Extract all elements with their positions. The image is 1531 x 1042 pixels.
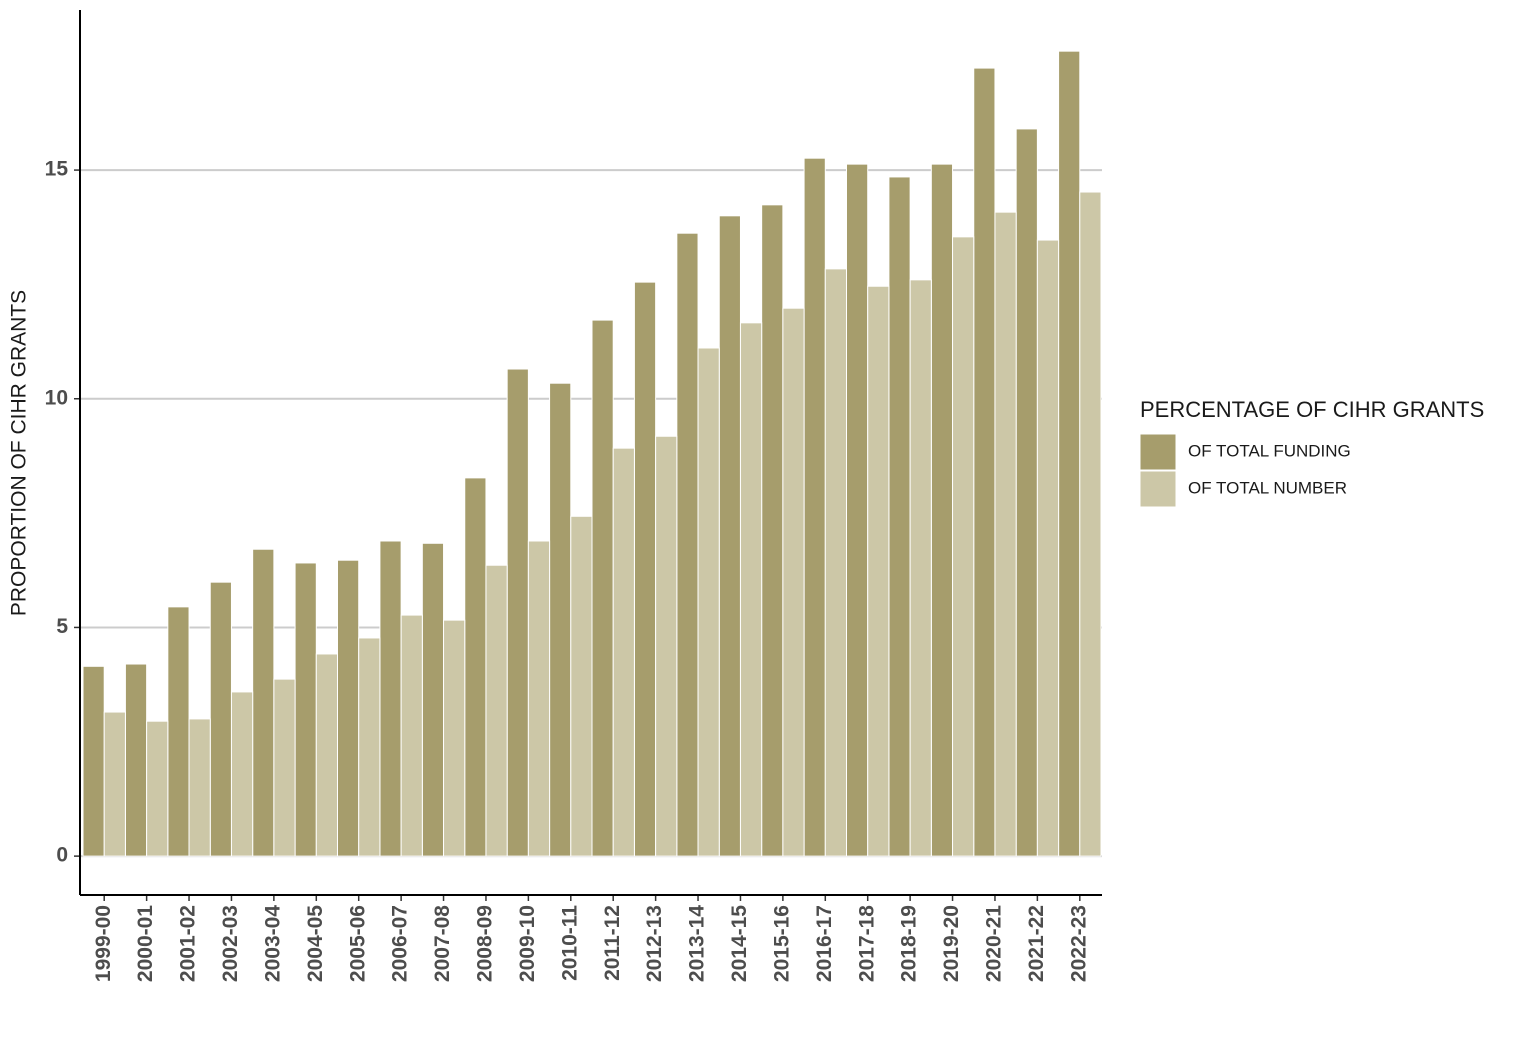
x-tick-label: 2022-23	[1067, 905, 1090, 982]
x-tick-label: 2003-04	[261, 905, 284, 982]
bar	[1058, 50, 1081, 857]
bar	[824, 268, 848, 857]
bar	[124, 663, 148, 857]
bar	[1079, 191, 1102, 857]
bar	[188, 718, 211, 857]
bar	[273, 678, 296, 857]
y-axis-title: PROPORTION OF CIHR GRANTS	[8, 290, 31, 616]
bar	[315, 653, 338, 857]
bar	[103, 711, 126, 857]
bar	[952, 236, 975, 857]
legend-title: PERCENTAGE OF CIHR GRANTS	[1140, 397, 1484, 422]
bar	[633, 281, 657, 857]
x-tick-label: 2020-21	[983, 905, 1006, 982]
bar	[846, 163, 869, 857]
y-tick-label: 0	[56, 844, 68, 867]
x-tick-label: 2000-01	[134, 905, 157, 982]
bar	[506, 368, 529, 857]
y-tick-label: 5	[56, 615, 68, 638]
legend-label: OF TOTAL FUNDING	[1188, 441, 1351, 460]
bar	[697, 347, 720, 857]
x-tick-label: 2009-10	[516, 905, 539, 982]
x-tick-label: 1999-00	[92, 905, 115, 982]
bar	[400, 614, 423, 857]
x-tick-label: 2021-22	[1025, 905, 1048, 982]
x-tick-label: 2008-09	[474, 905, 497, 982]
bar	[570, 515, 593, 857]
x-tick-label: 2005-06	[346, 905, 369, 982]
bar	[591, 319, 614, 857]
bar	[527, 540, 551, 857]
bar	[167, 606, 190, 857]
x-tick-label: 2016-17	[813, 905, 836, 982]
bar	[294, 562, 317, 857]
x-tick-label: 2014-15	[728, 905, 751, 982]
bar	[358, 637, 381, 857]
bar	[994, 211, 1017, 857]
bar	[867, 285, 890, 857]
x-tick-label: 2018-19	[898, 905, 921, 982]
legend-label: OF TOTAL NUMBER	[1188, 478, 1347, 497]
x-tick-label: 2017-18	[855, 905, 878, 982]
bar	[146, 720, 169, 857]
x-tick-label: 2019-20	[940, 905, 963, 982]
x-tick-label: 2012-13	[643, 905, 666, 982]
bar	[888, 176, 911, 857]
x-tick-label: 2015-16	[770, 905, 793, 982]
bar	[464, 477, 487, 857]
bar	[718, 215, 741, 857]
bar	[1015, 128, 1038, 857]
bar	[930, 163, 954, 857]
x-tick-label: 2006-07	[389, 905, 412, 982]
bar	[676, 232, 699, 857]
bar	[612, 447, 635, 857]
bar	[655, 435, 678, 857]
bar	[485, 564, 508, 857]
x-tick-label: 2002-03	[219, 905, 242, 982]
y-tick-label: 15	[45, 158, 69, 181]
bar	[421, 542, 445, 857]
x-tick-label: 2010-11	[558, 905, 581, 981]
x-tick-label: 2011-12	[601, 905, 624, 981]
bar	[739, 322, 763, 857]
x-tick-label: 2013-14	[686, 905, 709, 982]
bar	[761, 204, 784, 857]
bar	[1036, 239, 1060, 857]
bar	[973, 67, 996, 857]
bar	[82, 665, 105, 857]
bar	[379, 540, 402, 857]
legend-key	[1139, 470, 1177, 508]
legend-key	[1139, 433, 1177, 471]
bar	[909, 279, 932, 857]
x-tick-label: 2001-02	[177, 905, 200, 982]
x-tick-label: 2007-08	[431, 905, 454, 982]
bar	[230, 691, 254, 857]
bar	[252, 548, 275, 857]
y-tick-label: 10	[45, 386, 68, 409]
bar	[209, 581, 232, 857]
bar	[443, 619, 466, 857]
bar	[803, 157, 826, 857]
x-tick-label: 2004-05	[304, 905, 327, 982]
bar	[549, 382, 572, 857]
bar	[337, 559, 360, 857]
bar	[782, 307, 805, 857]
